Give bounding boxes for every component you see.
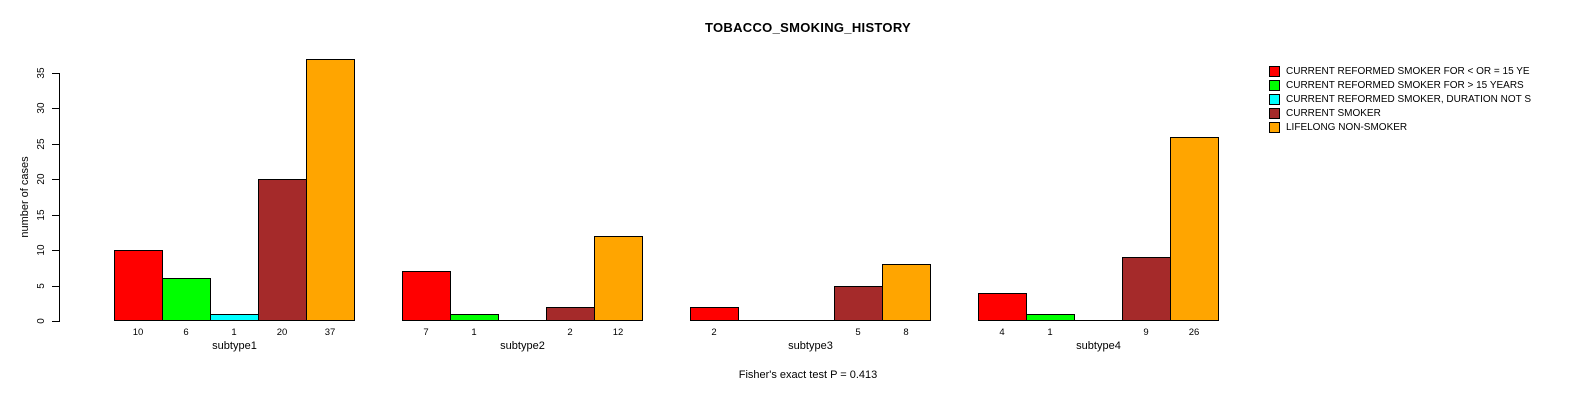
bar [210,314,259,321]
bar [162,278,211,321]
legend-swatch [1269,108,1280,119]
legend-label: LIFELONG NON-SMOKER [1286,122,1408,133]
bar-value-label: 8 [903,327,909,338]
bar [258,179,307,321]
y-tick-label: 10 [36,244,47,256]
bar-value-label: 9 [1143,327,1149,338]
zero-height-bar [738,320,787,321]
bar-value-label: 7 [423,327,429,338]
bar-value-label: 2 [711,327,717,338]
bar-value-label: 26 [1188,327,1200,338]
annotation-fishers-test: Fisher's exact test P = 0.413 [738,369,878,381]
bar [690,307,739,321]
bar-value-label: 1 [471,327,477,338]
x-category-label: subtype3 [788,340,833,352]
y-tick-mark [52,179,59,180]
bar-value-label: 10 [132,327,144,338]
y-tick-mark [52,321,59,322]
legend-label: CURRENT REFORMED SMOKER FOR < OR = 15 YE [1286,66,1530,77]
x-category-label: subtype4 [1076,340,1121,352]
bar-value-label: 37 [324,327,336,338]
bar-value-label: 12 [612,327,624,338]
bar [306,59,355,321]
chart-title: TOBACCO_SMOKING_HISTORY [704,20,912,35]
zero-height-bar [786,320,835,321]
y-tick-label: 20 [36,173,47,185]
bar-value-label: 2 [567,327,573,338]
y-tick-mark [52,250,59,251]
y-axis-label: number of cases [19,156,31,238]
y-tick-label: 5 [36,283,47,289]
legend-swatch [1269,122,1280,133]
y-tick-mark [52,144,59,145]
y-tick-label: 30 [36,102,47,114]
bar [450,314,499,321]
y-tick-label: 0 [36,318,47,324]
bar [1170,137,1219,321]
bar-value-label: 5 [855,327,861,338]
legend-swatch [1269,94,1280,105]
bar [1026,314,1075,321]
bar [834,286,883,321]
bar-value-label: 4 [999,327,1005,338]
zero-height-bar [1074,320,1123,321]
y-tick-label: 35 [36,67,47,79]
bar [402,271,451,321]
zero-height-bar [498,320,547,321]
bar [882,264,931,321]
bar [1122,257,1171,321]
y-tick-label: 25 [36,138,47,150]
y-axis-line [59,73,60,322]
legend-swatch [1269,80,1280,91]
y-tick-mark [52,215,59,216]
legend-label: CURRENT SMOKER [1286,108,1381,119]
legend-label: CURRENT REFORMED SMOKER, DURATION NOT S [1286,94,1532,105]
y-tick-mark [52,108,59,109]
x-category-label: subtype1 [212,340,257,352]
y-tick-label: 15 [36,209,47,221]
bar-value-label: 6 [183,327,189,338]
bar [594,236,643,321]
legend-swatch [1269,66,1280,77]
bar-value-label: 20 [276,327,288,338]
bar [978,293,1027,321]
bar-value-label: 1 [1047,327,1053,338]
bar [546,307,595,321]
y-tick-mark [52,286,59,287]
y-tick-mark [52,73,59,74]
bar-value-label: 1 [231,327,237,338]
x-category-label: subtype2 [500,340,545,352]
legend-label: CURRENT REFORMED SMOKER FOR > 15 YEARS [1286,80,1524,91]
bar [114,250,163,321]
